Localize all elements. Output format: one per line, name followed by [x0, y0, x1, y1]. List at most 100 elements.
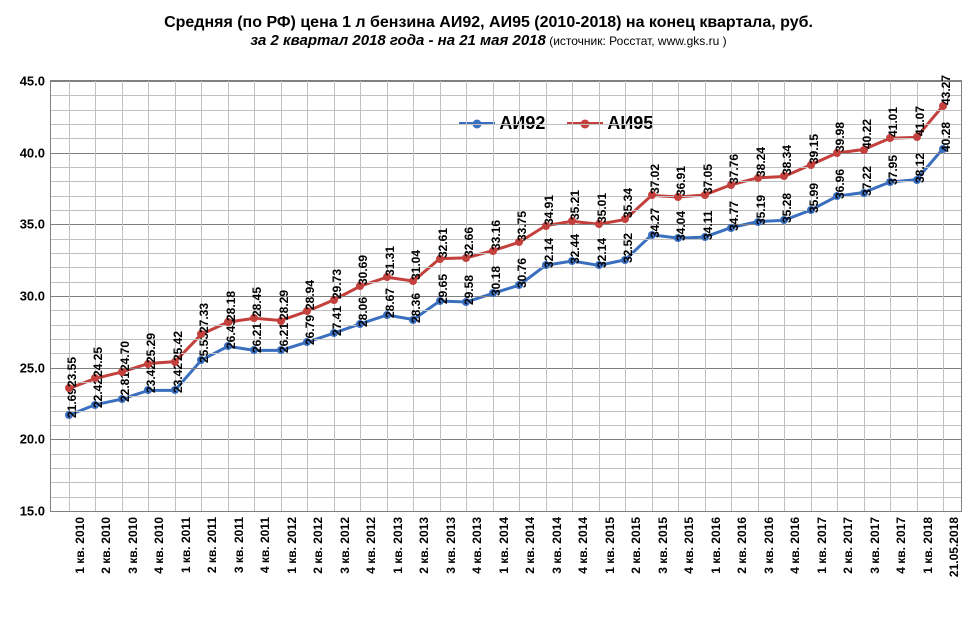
grid-minor-h	[51, 310, 961, 311]
data-label: 35.99	[807, 183, 821, 213]
grid-minor-h	[51, 411, 961, 412]
x-axis-label: 2 кв. 2010	[99, 517, 113, 574]
data-label: 27.41	[330, 306, 344, 336]
grid-minor-h	[51, 239, 961, 240]
data-label: 27.33	[197, 303, 211, 333]
grid-minor-h	[51, 482, 961, 483]
data-label: 28.45	[250, 287, 264, 317]
data-label: 32.14	[542, 238, 556, 268]
data-label: 24.25	[91, 347, 105, 377]
data-label: 35.28	[780, 193, 794, 223]
x-axis-label: 3 кв. 2016	[762, 517, 776, 574]
y-axis-label: 25.0	[20, 360, 45, 375]
x-axis-label: 2 кв. 2013	[417, 517, 431, 574]
data-label: 34.27	[648, 208, 662, 238]
grid-minor-h	[51, 325, 961, 326]
grid-minor-h	[51, 124, 961, 125]
data-label: 37.76	[727, 154, 741, 184]
grid-minor-h	[51, 382, 961, 383]
y-axis-label: 15.0	[20, 504, 45, 519]
data-label: 33.16	[489, 220, 503, 250]
data-label: 21.69	[65, 388, 79, 418]
data-label: 32.44	[568, 234, 582, 264]
y-axis-label: 35.0	[20, 217, 45, 232]
grid-minor-h	[51, 181, 961, 182]
chart-container: Средняя (по РФ) цена 1 л бензина АИ92, А…	[0, 0, 977, 638]
data-label: 35.21	[568, 190, 582, 220]
data-label: 40.28	[939, 122, 953, 152]
x-axis-label: 4 кв. 2011	[258, 517, 272, 573]
data-label: 33.75	[515, 211, 529, 241]
grid-minor-h	[51, 95, 961, 96]
grid-major-h	[51, 153, 961, 154]
data-label: 32.61	[436, 228, 450, 258]
x-axis-label: 1 кв. 2012	[285, 517, 299, 574]
x-axis-label: 3 кв. 2012	[338, 517, 352, 574]
grid-v	[572, 81, 573, 511]
grid-v	[175, 81, 176, 511]
grid-v	[890, 81, 891, 511]
data-label: 28.06	[356, 297, 370, 327]
x-axis-label: 4 кв. 2015	[682, 517, 696, 574]
data-label: 26.21	[250, 323, 264, 353]
data-label: 37.02	[648, 164, 662, 194]
grid-minor-h	[51, 454, 961, 455]
data-label: 31.04	[409, 250, 423, 280]
data-label: 41.07	[913, 106, 927, 136]
data-label: 37.95	[886, 155, 900, 185]
grid-v	[705, 81, 706, 511]
y-axis-label: 40.0	[20, 145, 45, 160]
data-label: 28.29	[277, 289, 291, 319]
grid-v	[69, 81, 70, 511]
data-label: 25.29	[144, 332, 158, 362]
plot-area: АИ92АИ95 15.020.025.030.035.040.045.01 к…	[50, 80, 962, 512]
grid-v	[546, 81, 547, 511]
grid-minor-h	[51, 253, 961, 254]
data-label: 34.04	[674, 211, 688, 241]
grid-v	[731, 81, 732, 511]
grid-major-h	[51, 224, 961, 225]
x-axis-label: 1 кв. 2010	[73, 517, 87, 574]
grid-minor-h	[51, 210, 961, 211]
y-axis-label: 30.0	[20, 289, 45, 304]
grid-v	[148, 81, 149, 511]
data-label: 26.79	[303, 315, 317, 345]
data-label: 22.81	[118, 372, 132, 402]
subtitle-date: за 2 квартал 2018 года - на 21 мая 2018	[250, 32, 546, 49]
grid-minor-h	[51, 196, 961, 197]
data-label: 29.58	[462, 275, 476, 305]
y-axis-label: 20.0	[20, 432, 45, 447]
data-label: 30.69	[356, 255, 370, 285]
x-axis-label: 4 кв. 2012	[364, 517, 378, 574]
data-label: 29.65	[436, 274, 450, 304]
grid-major-h	[51, 439, 961, 440]
data-label: 28.94	[303, 280, 317, 310]
grid-minor-h	[51, 425, 961, 426]
data-label: 38.24	[754, 147, 768, 177]
x-axis-label: 4 кв. 2014	[576, 517, 590, 574]
chart-subtitle: за 2 квартал 2018 года - на 21 мая 2018 …	[0, 32, 977, 49]
grid-minor-h	[51, 396, 961, 397]
data-label: 31.31	[383, 246, 397, 276]
data-label: 23.42	[171, 363, 185, 393]
grid-major-h	[51, 296, 961, 297]
chart-title: Средняя (по РФ) цена 1 л бензина АИ92, А…	[0, 14, 977, 32]
x-axis-label: 1 кв. 2016	[709, 517, 723, 574]
grid-v	[95, 81, 96, 511]
data-label: 35.19	[754, 195, 768, 225]
data-label: 32.66	[462, 227, 476, 257]
x-axis-label: 4 кв. 2010	[152, 517, 166, 574]
x-axis-label: 2 кв. 2016	[735, 517, 749, 574]
x-axis-label: 4 кв. 2016	[788, 517, 802, 574]
data-label: 38.12	[913, 153, 927, 183]
grid-v	[917, 81, 918, 511]
x-axis-label: 21.05.2018	[947, 517, 961, 577]
data-label: 37.05	[701, 164, 715, 194]
grid-minor-h	[51, 339, 961, 340]
chart-title-block: Средняя (по РФ) цена 1 л бензина АИ92, А…	[0, 0, 977, 55]
grid-v	[652, 81, 653, 511]
x-axis-label: 2 кв. 2014	[523, 517, 537, 574]
data-label: 34.77	[727, 201, 741, 231]
x-axis-label: 3 кв. 2010	[126, 517, 140, 574]
x-axis-label: 1 кв. 2018	[921, 517, 935, 574]
